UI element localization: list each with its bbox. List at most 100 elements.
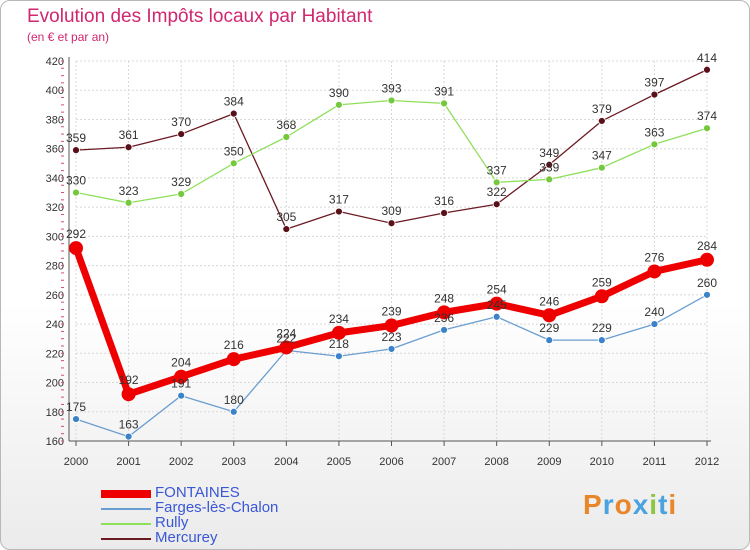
data-label: 322 xyxy=(487,185,507,199)
x-tick-label: 2002 xyxy=(169,456,193,468)
x-tick-label: 2000 xyxy=(64,456,88,468)
data-point xyxy=(124,198,133,207)
x-tick-label: 2001 xyxy=(116,456,140,468)
data-point xyxy=(594,289,609,304)
data-point xyxy=(387,96,396,105)
data-point xyxy=(331,325,346,340)
data-label: 175 xyxy=(66,400,86,414)
x-tick-label: 2008 xyxy=(484,456,508,468)
data-point xyxy=(440,99,448,108)
data-point xyxy=(492,200,501,209)
data-label: 245 xyxy=(487,298,507,312)
y-tick-label: 240 xyxy=(46,319,64,331)
data-point xyxy=(335,207,343,216)
legend-label: Rully xyxy=(155,514,189,531)
data-point xyxy=(492,178,501,187)
data-label: 316 xyxy=(434,194,454,208)
data-label: 414 xyxy=(697,51,717,65)
legend-swatch xyxy=(101,523,151,525)
x-tick-label: 2006 xyxy=(379,456,403,468)
data-point xyxy=(229,109,238,118)
logo-letter: i xyxy=(668,489,678,520)
data-point xyxy=(700,252,714,267)
data-point xyxy=(282,133,291,141)
data-label: 393 xyxy=(381,81,401,95)
data-point xyxy=(282,225,291,233)
data-point xyxy=(121,387,136,402)
logo-letter: x xyxy=(632,489,650,520)
data-point xyxy=(72,146,80,155)
data-label: 330 xyxy=(66,174,86,188)
data-point xyxy=(647,264,662,279)
logo-letter: r xyxy=(602,489,615,520)
logo-letter: i xyxy=(649,489,659,520)
data-point xyxy=(335,352,343,361)
data-label: 337 xyxy=(487,163,507,177)
data-label: 216 xyxy=(224,338,244,352)
logo-letter: P xyxy=(583,489,603,520)
data-point xyxy=(387,219,396,228)
data-point xyxy=(69,241,83,256)
legend-swatch xyxy=(101,508,151,510)
data-point xyxy=(124,143,133,152)
data-label: 229 xyxy=(539,321,559,335)
data-label: 163 xyxy=(119,418,139,432)
data-point xyxy=(279,340,294,355)
data-label: 390 xyxy=(329,86,349,100)
data-label: 349 xyxy=(539,146,559,160)
data-label: 370 xyxy=(171,115,191,129)
data-point xyxy=(545,175,554,184)
data-label: 204 xyxy=(171,356,191,370)
x-tick-label: 2009 xyxy=(537,456,561,468)
data-point xyxy=(545,336,554,345)
data-labels: 359 361 370 384 305 317 309 316 322 349 379 397 414 3… xyxy=(66,51,717,432)
y-tick-label: 420 xyxy=(46,56,64,68)
data-point xyxy=(174,369,189,384)
x-tick-label: 2005 xyxy=(327,456,351,468)
data-point xyxy=(597,163,606,172)
x-tick-label: 2007 xyxy=(432,456,456,468)
y-tick-label: 160 xyxy=(46,436,64,448)
data-point xyxy=(177,130,186,138)
data-label: 248 xyxy=(434,291,454,305)
legend-label: Farges-lès-Chalon xyxy=(155,499,279,516)
data-label: 192 xyxy=(119,373,139,387)
data-point xyxy=(650,320,659,328)
y-tick-label: 360 xyxy=(46,144,64,156)
data-point xyxy=(703,65,711,74)
data-point xyxy=(384,318,399,333)
y-tick-label: 300 xyxy=(46,231,64,243)
legend-label: Mercurey xyxy=(155,529,218,546)
data-label: 374 xyxy=(697,109,717,123)
data-label: 379 xyxy=(592,102,612,116)
y-tick-label: 400 xyxy=(46,85,64,97)
x-tick-label: 2010 xyxy=(590,456,614,468)
data-label: 317 xyxy=(329,193,349,207)
proxiti-logo: Proxiti xyxy=(583,489,677,521)
data-point xyxy=(650,140,659,149)
data-label: 359 xyxy=(66,131,86,145)
data-label: 276 xyxy=(644,250,664,264)
chart-subtitle: (en € et par an) xyxy=(27,30,110,44)
data-label: 236 xyxy=(434,311,454,325)
legend-label: FONTAINES xyxy=(155,484,240,501)
data-label: 234 xyxy=(329,312,349,326)
legend-swatch xyxy=(101,490,151,498)
data-label: 384 xyxy=(224,95,244,109)
y-tick-label: 280 xyxy=(46,261,64,273)
data-point xyxy=(597,336,606,345)
data-point xyxy=(489,296,504,311)
y-tick-label: 380 xyxy=(46,114,64,126)
y-tick-label: 180 xyxy=(46,407,64,419)
data-point xyxy=(177,391,186,400)
data-point xyxy=(226,352,241,367)
y-tick-label: 320 xyxy=(46,202,64,214)
data-label: 347 xyxy=(592,149,612,163)
data-label: 259 xyxy=(592,275,612,289)
data-label: 260 xyxy=(697,276,717,290)
logo-letter: t xyxy=(658,489,669,520)
data-point xyxy=(440,209,448,217)
logo-letter: o xyxy=(614,489,633,520)
data-point xyxy=(387,345,396,353)
